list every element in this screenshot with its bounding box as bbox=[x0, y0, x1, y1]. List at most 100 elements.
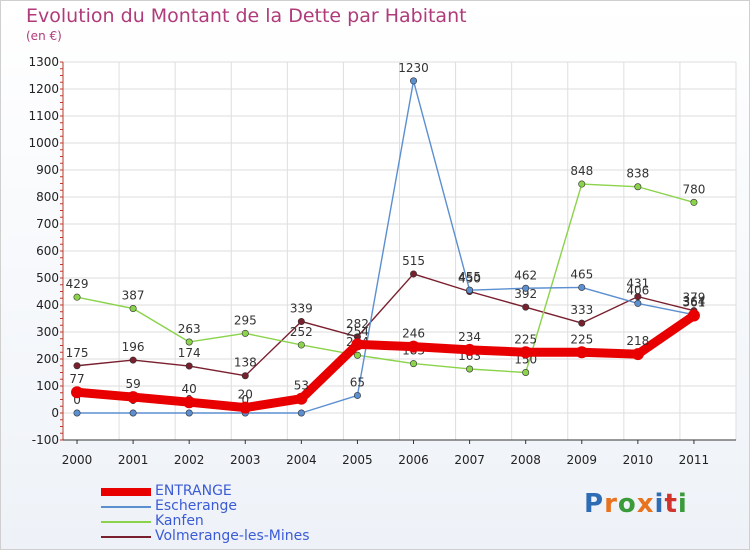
data-point bbox=[687, 309, 700, 322]
data-label: 40 bbox=[182, 382, 197, 396]
data-point bbox=[522, 303, 530, 311]
data-point bbox=[578, 283, 586, 291]
y-tick-label: 1300 bbox=[28, 55, 59, 69]
legend-swatch-kanfen bbox=[101, 521, 151, 523]
y-tick-label: 1000 bbox=[28, 136, 59, 150]
proxiti-logo: Proxiti bbox=[584, 489, 688, 519]
logo-letter: i bbox=[677, 489, 688, 519]
data-point bbox=[353, 391, 361, 399]
data-point bbox=[129, 305, 137, 313]
data-label: 364 bbox=[682, 295, 705, 309]
data-label: 225 bbox=[570, 332, 593, 346]
data-label: 455 bbox=[458, 270, 481, 284]
legend-swatch-entrange bbox=[101, 488, 151, 496]
data-point bbox=[241, 329, 249, 337]
data-point bbox=[410, 77, 418, 85]
series-line bbox=[76, 273, 695, 377]
data-point bbox=[185, 338, 193, 346]
y-tick-label: 100 bbox=[36, 379, 59, 393]
data-label: 246 bbox=[402, 327, 425, 341]
data-point bbox=[634, 299, 642, 307]
data-point bbox=[578, 180, 586, 188]
data-label: 392 bbox=[514, 287, 537, 301]
logo-letter: i bbox=[654, 489, 665, 519]
x-tick-label: 2007 bbox=[454, 453, 485, 467]
data-point bbox=[185, 409, 193, 417]
data-point bbox=[71, 386, 84, 399]
logo-letter: r bbox=[604, 489, 618, 519]
data-label: 234 bbox=[458, 330, 481, 344]
data-point bbox=[522, 368, 530, 376]
data-label: 379 bbox=[682, 291, 705, 305]
x-tick-label: 2008 bbox=[510, 453, 541, 467]
data-point bbox=[353, 351, 361, 359]
data-label: 848 bbox=[570, 164, 593, 178]
data-point bbox=[73, 293, 81, 301]
x-tick-label: 2001 bbox=[118, 453, 149, 467]
y-tick-label: 300 bbox=[36, 325, 59, 339]
logo-letter: o bbox=[617, 489, 637, 519]
data-point bbox=[295, 392, 308, 405]
legend-label-kanfen: Kanfen bbox=[155, 513, 204, 529]
data-label: 53 bbox=[294, 379, 309, 393]
legend-label-escherange: Escherange bbox=[155, 498, 238, 514]
y-tick-label: 0 bbox=[51, 406, 59, 420]
data-label: 254 bbox=[346, 324, 369, 338]
data-label: 282 bbox=[346, 317, 369, 331]
data-label: 462 bbox=[514, 268, 537, 282]
logo-letter: P bbox=[584, 489, 605, 519]
data-label: 174 bbox=[178, 346, 201, 360]
data-point bbox=[634, 183, 642, 191]
x-tick-label: 2004 bbox=[286, 453, 317, 467]
data-point bbox=[185, 362, 193, 370]
data-point bbox=[634, 293, 642, 301]
chart-title: Evolution du Montant de la Dette par Hab… bbox=[26, 5, 467, 27]
y-tick-label: 700 bbox=[36, 217, 59, 231]
data-label: 218 bbox=[626, 334, 649, 348]
series-line bbox=[72, 311, 699, 413]
x-tick-label: 2010 bbox=[623, 453, 654, 467]
data-label: 0 bbox=[241, 393, 249, 407]
y-tick-label: 500 bbox=[36, 271, 59, 285]
data-point bbox=[631, 348, 644, 361]
chart-subtitle: (en €) bbox=[26, 29, 62, 43]
series-line bbox=[76, 183, 695, 374]
x-tick-label: 2009 bbox=[566, 453, 597, 467]
data-label: 780 bbox=[682, 182, 705, 196]
y-tick-label: 900 bbox=[36, 163, 59, 177]
data-label: 138 bbox=[234, 356, 257, 370]
data-point bbox=[297, 317, 305, 325]
data-label: 59 bbox=[125, 377, 140, 391]
x-tick-label: 2000 bbox=[62, 453, 93, 467]
data-point bbox=[578, 319, 586, 327]
data-point bbox=[73, 362, 81, 370]
logo-letter: t bbox=[664, 489, 678, 519]
data-point bbox=[129, 409, 137, 417]
data-label: 406 bbox=[626, 283, 649, 297]
y-tick-label: 1100 bbox=[28, 109, 59, 123]
data-label: 65 bbox=[350, 375, 365, 389]
data-label: 77 bbox=[69, 372, 84, 386]
y-tick-label: -100 bbox=[32, 433, 59, 447]
legend-label-entrange: ENTRANGE bbox=[155, 483, 232, 499]
data-label: 431 bbox=[626, 277, 649, 291]
data-point bbox=[129, 356, 137, 364]
data-label: 196 bbox=[122, 340, 145, 354]
data-point bbox=[463, 343, 476, 356]
data-point bbox=[241, 372, 249, 380]
x-tick-label: 2005 bbox=[342, 453, 373, 467]
data-point bbox=[407, 340, 420, 353]
data-point bbox=[410, 270, 418, 278]
data-label: 0 bbox=[73, 393, 81, 407]
y-tick-label: 400 bbox=[36, 298, 59, 312]
data-label: 339 bbox=[290, 301, 313, 315]
data-point bbox=[297, 409, 305, 417]
legend-label-volmerange: Volmerange-les-Mines bbox=[155, 528, 310, 544]
data-label: 838 bbox=[626, 167, 649, 181]
y-tick-label: 1200 bbox=[28, 82, 59, 96]
data-label: 450 bbox=[458, 272, 481, 286]
data-point bbox=[239, 401, 252, 414]
data-point bbox=[466, 365, 474, 373]
data-label: 175 bbox=[66, 346, 89, 360]
